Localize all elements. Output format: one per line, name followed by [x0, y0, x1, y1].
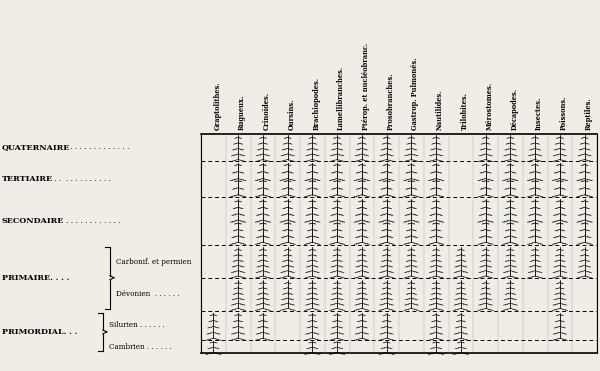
Text: Mérostomes.: Mérostomes. [485, 82, 494, 130]
Text: Cambrien . . . . . .: Cambrien . . . . . . [109, 343, 172, 351]
Text: QUATERNAIRE: QUATERNAIRE [2, 144, 70, 151]
Text: TERTIAIRE: TERTIAIRE [2, 175, 53, 183]
Text: Ptérop. et nucléobranc.: Ptérop. et nucléobranc. [362, 42, 370, 130]
Text: PRIMAIRE. . . .: PRIMAIRE. . . . [2, 274, 70, 282]
Text: Carbonif. et permien: Carbonif. et permien [116, 257, 191, 266]
Text: Oursins.: Oursins. [287, 98, 296, 130]
Text: Reptiles.: Reptiles. [584, 97, 593, 130]
Text: Insectes.: Insectes. [535, 96, 543, 130]
Text: Rugueux.: Rugueux. [238, 95, 246, 130]
Text: Trilobites.: Trilobites. [461, 92, 469, 130]
Text: Crinoïdes.: Crinoïdes. [263, 92, 271, 130]
Text: Nautilides.: Nautilides. [436, 89, 444, 130]
Text: . .  . . . . . . . . . .: . . . . . . . . . . . . [54, 175, 111, 183]
Text: Dévonien  . . . . . .: Dévonien . . . . . . [116, 290, 179, 298]
Text: Brachiopodes.: Brachiopodes. [313, 77, 320, 130]
Text: Graptolithes.: Graptolithes. [214, 81, 221, 130]
Text: Silurien . . . . . .: Silurien . . . . . . [109, 321, 164, 329]
Text: . . . . . . . . . . . . .: . . . . . . . . . . . . . [70, 144, 130, 151]
Text: Prosobranches.: Prosobranches. [386, 72, 395, 130]
Text: Gastrop. Pulmonés.: Gastrop. Pulmonés. [412, 57, 419, 130]
Text: SECONDAIRE: SECONDAIRE [2, 217, 64, 225]
Text: Lamellibranches.: Lamellibranches. [337, 66, 345, 130]
Text: . . . . . . . . . . . .: . . . . . . . . . . . . [66, 217, 121, 225]
Text: PRIMORDIAL. . .: PRIMORDIAL. . . [2, 328, 77, 336]
Text: Poissons.: Poissons. [560, 95, 568, 130]
Text: Décapodes.: Décapodes. [511, 88, 518, 130]
